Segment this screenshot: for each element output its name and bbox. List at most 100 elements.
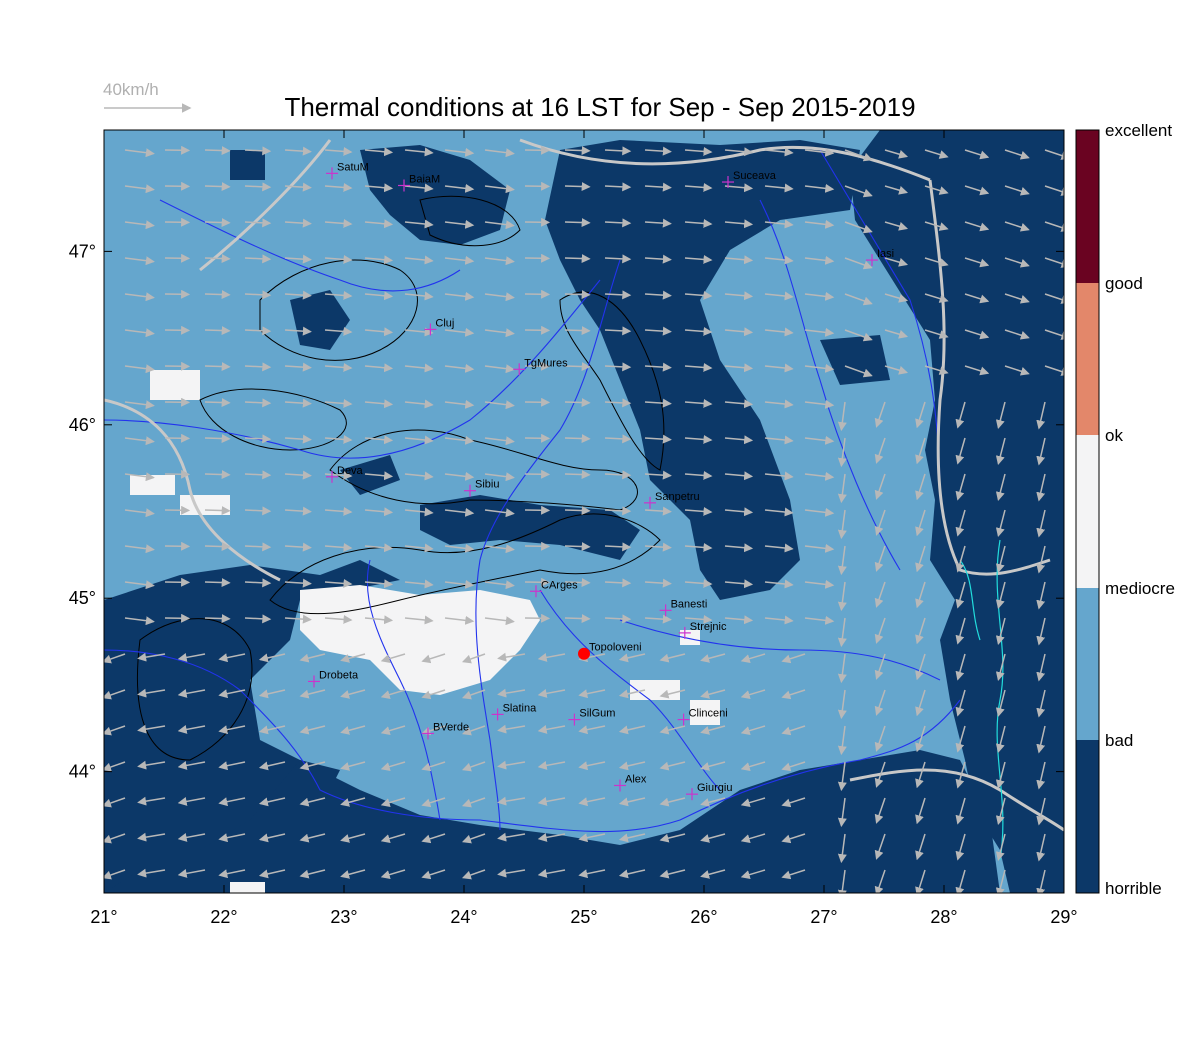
wind-arrow	[104, 797, 126, 808]
wind-arrow	[124, 184, 155, 194]
wind-arrow	[380, 761, 406, 771]
wind-arrow	[995, 725, 1006, 754]
wind-arrow	[964, 185, 990, 196]
wind-arrow	[874, 725, 886, 752]
station-marker	[678, 626, 691, 639]
wind-arrow	[404, 579, 434, 589]
wind-arrow	[804, 219, 835, 229]
wind-arrow	[578, 761, 606, 771]
wind-arrow	[497, 724, 526, 734]
wind-arrow	[955, 509, 966, 537]
wind-arrow	[421, 761, 446, 772]
wind-arrow	[1036, 833, 1046, 862]
wind-arrow	[204, 182, 231, 192]
wind-arrow	[564, 434, 591, 444]
wind-arrow	[1004, 221, 1030, 232]
contour-line	[269, 513, 661, 615]
wind-arrow	[781, 833, 806, 844]
border-south	[849, 768, 1064, 832]
wind-arrow	[844, 149, 873, 162]
wind-arrow	[364, 507, 394, 517]
station-marker	[686, 788, 698, 801]
wind-arrow	[324, 398, 353, 408]
wind-arrow	[537, 869, 566, 878]
wind-arrow	[764, 291, 794, 301]
city-label: SilGum	[579, 708, 615, 720]
wind-arrow	[137, 688, 166, 698]
wind-arrow	[137, 796, 166, 806]
wind-arrow	[804, 471, 835, 481]
x-axis-tick-label: 24°	[450, 907, 477, 927]
wind-arrow	[497, 868, 526, 878]
wind-arrow	[284, 218, 312, 228]
wind-arrow	[964, 293, 990, 304]
station-marker	[424, 323, 437, 336]
wind-arrow	[955, 437, 966, 465]
wind-arrow	[340, 869, 366, 879]
wind-arrow	[618, 725, 646, 735]
wind-arrow	[484, 400, 515, 410]
wind-arrow	[684, 470, 713, 480]
wind-arrow	[324, 146, 353, 156]
wind-arrow	[564, 362, 591, 372]
wind-arrow	[444, 147, 475, 157]
wind-arrow	[324, 218, 353, 228]
wind-arrow	[124, 436, 155, 446]
wind-arrow	[837, 833, 847, 864]
wind-arrow	[915, 869, 926, 893]
wind-arrow	[781, 725, 806, 736]
mediocre-region-west-2	[130, 475, 175, 495]
wind-arrow	[124, 472, 155, 482]
wind-arrow	[124, 328, 155, 338]
wind-arrow	[364, 615, 394, 625]
wind-arrow	[461, 689, 486, 700]
wind-arrow	[764, 363, 794, 373]
wind-arrow	[444, 615, 475, 625]
wind-arrow	[104, 761, 126, 772]
wind-arrow	[444, 183, 475, 193]
wind-arrow	[364, 435, 394, 445]
wind-arrow	[204, 146, 231, 156]
wind-scale-label: 40km/h	[103, 80, 159, 99]
wind-arrow	[604, 614, 632, 624]
wind-arrow	[340, 725, 366, 735]
wind-arrow	[364, 399, 394, 409]
y-axis-tick-label: 47°	[69, 241, 96, 261]
wind-arrow	[724, 507, 754, 517]
station-marker	[722, 176, 734, 189]
wind-arrow	[404, 435, 434, 445]
wind-arrow	[955, 581, 966, 609]
wind-arrow	[564, 614, 591, 624]
wind-arrow	[177, 689, 206, 698]
river-danube	[104, 649, 961, 833]
wind-arrow	[218, 869, 246, 879]
wind-arrow	[740, 833, 766, 843]
wind-arrow	[844, 293, 873, 306]
wind-arrow	[404, 507, 434, 517]
wind-arrow	[578, 797, 606, 807]
station-marker	[308, 675, 320, 688]
wind-arrow	[137, 724, 166, 734]
wind-arrow	[284, 506, 312, 516]
wind-arrow	[124, 544, 155, 554]
wind-arrow	[1044, 221, 1064, 232]
wind-arrow	[364, 219, 394, 229]
wind-arrow	[421, 725, 446, 736]
wind-arrow	[1036, 653, 1046, 682]
wind-arrow	[924, 149, 949, 159]
station-marker	[644, 496, 656, 509]
wind-arrow	[618, 689, 646, 699]
river-arges	[539, 589, 721, 791]
wind-arrow	[324, 542, 353, 552]
wind-arrow	[684, 434, 713, 444]
wind-arrow	[324, 182, 353, 192]
wind-arrow	[644, 146, 672, 156]
wind-arrow	[497, 652, 526, 662]
wind-arrow	[364, 471, 394, 481]
wind-arrow	[404, 615, 434, 625]
wind-arrow	[324, 326, 353, 336]
wind-arrow	[915, 617, 926, 645]
mediocre-region-west-1	[150, 370, 200, 400]
wind-arrow	[915, 761, 926, 789]
wind-arrow	[764, 147, 794, 157]
